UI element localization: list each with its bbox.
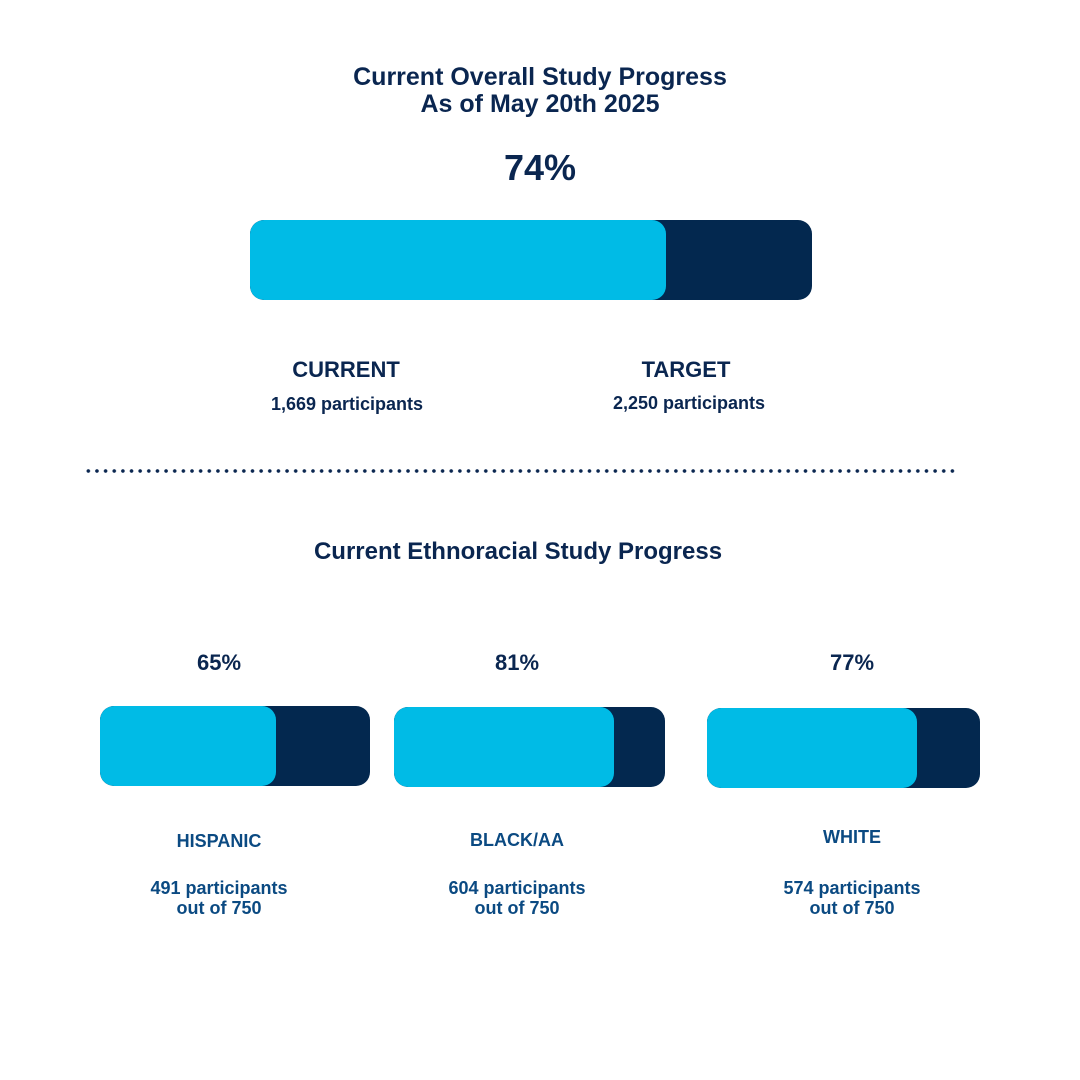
ethnoracial-title: Current Ethnoracial Study Progress — [313, 538, 723, 565]
black-aa-percent-label: 81% — [494, 650, 540, 675]
black-aa-target-label: out of 750 — [474, 898, 560, 918]
dotted-divider — [84, 469, 956, 473]
overall-progress-bar — [250, 220, 812, 300]
white-progress-bar — [707, 708, 980, 788]
current-label: CURRENT — [292, 357, 400, 382]
hispanic-progress-fill — [100, 706, 276, 786]
overall-title-line1: Current Overall Study Progress — [353, 63, 727, 91]
black-aa-category-label: BLACK/AA — [470, 830, 564, 850]
white-progress-fill — [707, 708, 918, 788]
hispanic-progress-bar — [100, 706, 370, 786]
white-target-label: out of 750 — [809, 898, 895, 918]
overall-progress-fill — [250, 220, 666, 300]
overall-percent-label: 74% — [503, 147, 577, 188]
white-percent-label: 77% — [829, 650, 875, 675]
overall-title-line2: As of May 20th 2025 — [420, 90, 660, 118]
white-participants-label: 574 participants — [783, 878, 921, 898]
hispanic-participants-label: 491 participants — [150, 878, 288, 898]
black-aa-progress-bar — [394, 707, 665, 787]
target-value: 2,250 participants — [612, 393, 766, 413]
hispanic-percent-label: 65% — [196, 650, 242, 675]
target-label: TARGET — [641, 357, 731, 382]
hispanic-category-label: HISPANIC — [176, 831, 262, 851]
white-category-label: WHITE — [823, 827, 881, 847]
current-value: 1,669 participants — [270, 394, 424, 414]
black-aa-participants-label: 604 participants — [448, 878, 586, 898]
black-aa-progress-fill — [394, 707, 614, 787]
hispanic-target-label: out of 750 — [176, 898, 262, 918]
